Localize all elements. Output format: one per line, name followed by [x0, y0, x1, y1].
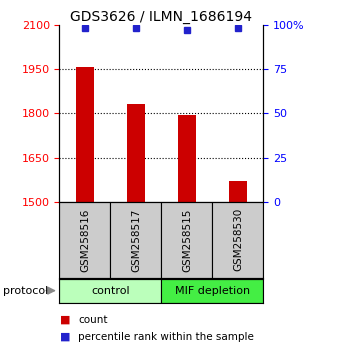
Bar — [162, 279, 264, 303]
Bar — [59, 279, 162, 303]
Bar — [229, 181, 247, 202]
Text: GSM258516: GSM258516 — [80, 208, 90, 272]
Text: control: control — [91, 286, 130, 296]
Text: ■: ■ — [59, 315, 70, 325]
Text: percentile rank within the sample: percentile rank within the sample — [78, 332, 254, 342]
Bar — [127, 104, 145, 202]
Text: count: count — [78, 315, 108, 325]
Title: GDS3626 / ILMN_1686194: GDS3626 / ILMN_1686194 — [70, 10, 253, 24]
Bar — [76, 67, 94, 202]
Text: GSM258517: GSM258517 — [131, 208, 141, 272]
Bar — [110, 202, 162, 278]
Bar — [162, 202, 212, 278]
Bar — [59, 202, 110, 278]
Bar — [178, 115, 196, 202]
Text: MIF depletion: MIF depletion — [175, 286, 250, 296]
Text: GSM258515: GSM258515 — [182, 208, 192, 272]
Text: ■: ■ — [59, 332, 70, 342]
Text: GSM258530: GSM258530 — [233, 208, 243, 272]
Text: protocol: protocol — [3, 286, 49, 296]
Bar — [212, 202, 264, 278]
